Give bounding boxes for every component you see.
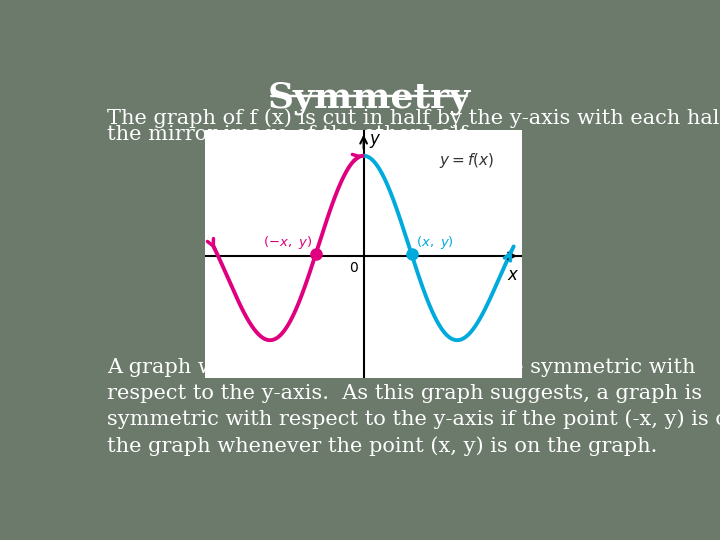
Text: the mirror image of the other half.: the mirror image of the other half. (107, 125, 473, 144)
Text: The graph of f (x) is cut in half by the y-axis with each half: The graph of f (x) is cut in half by the… (107, 109, 720, 128)
Text: $(x,\ y)$: $(x,\ y)$ (415, 234, 454, 251)
Text: $y = f(x)$: $y = f(x)$ (438, 151, 494, 171)
Text: $(-x,\ y)$: $(-x,\ y)$ (264, 234, 312, 251)
Text: A graph with this property is said to be symmetric with
respect to the y-axis.  : A graph with this property is said to be… (107, 358, 720, 456)
Text: $0$: $0$ (348, 261, 359, 275)
Text: $y$: $y$ (369, 132, 382, 150)
Text: Symmetry: Symmetry (267, 82, 471, 116)
Text: $x$: $x$ (508, 266, 520, 284)
